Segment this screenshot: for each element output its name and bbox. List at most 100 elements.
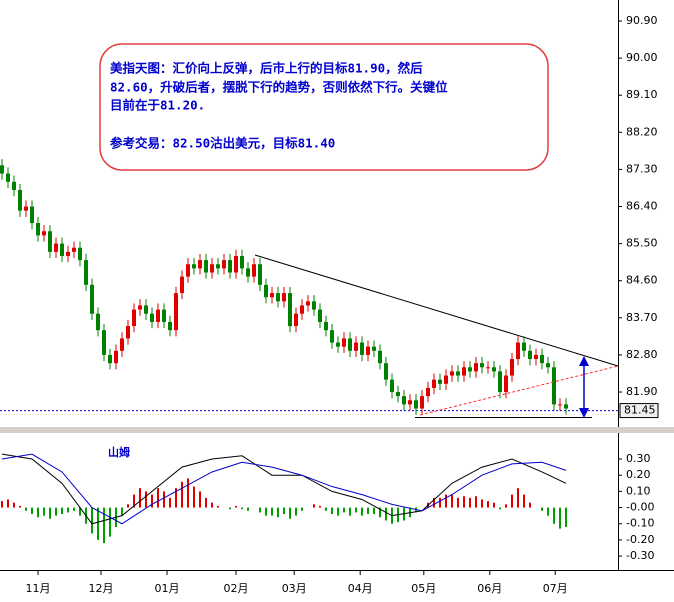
y-tick-label: 83.70	[626, 311, 658, 324]
candle-body	[132, 309, 136, 327]
candle-body	[264, 284, 268, 298]
candle-body	[504, 375, 508, 393]
candle-body	[246, 268, 250, 277]
candle-body	[0, 165, 4, 174]
last-price-tag	[619, 403, 659, 419]
candle-body	[432, 379, 436, 388]
candle-body	[270, 293, 274, 298]
candle-body	[12, 181, 16, 191]
candle-body	[24, 206, 28, 211]
candle-body	[342, 338, 346, 347]
candle-body	[72, 247, 76, 252]
candle-body	[174, 293, 178, 331]
y-tick-label: 84.60	[626, 274, 658, 287]
macd-line	[1, 453, 567, 525]
candle-body	[306, 301, 310, 306]
candle-body	[258, 264, 262, 285]
candle-body	[558, 404, 562, 406]
annotation-line: 美指天图：汇价向上反弹，后市上行的目标81.90，然后	[110, 61, 423, 76]
resistance-trendline	[254, 254, 619, 367]
candle-body	[288, 293, 292, 327]
candle-body	[444, 375, 448, 384]
x-tick-label: 03月	[282, 582, 307, 595]
candle-body	[420, 396, 424, 409]
y-tick-label: 0.30	[626, 452, 651, 465]
candle-body	[564, 404, 568, 409]
y-tick-label: 82.80	[626, 348, 658, 361]
x-tick-label: 06月	[477, 582, 502, 595]
x-tick-label: 07月	[543, 582, 568, 595]
candle-body	[42, 231, 46, 236]
annotation-box	[99, 43, 549, 171]
candle-body	[90, 284, 94, 314]
candle-body	[240, 255, 244, 269]
candle-body	[210, 264, 214, 273]
candle-body	[198, 260, 202, 269]
candle-body	[96, 313, 100, 331]
y-tick-label: -0.00	[626, 501, 654, 514]
last-price-label: 81.45	[624, 404, 656, 417]
y-tick-label: 90.00	[626, 51, 658, 64]
y-tick-label: 85.50	[626, 237, 658, 250]
candle-body	[120, 338, 124, 351]
candle-body	[6, 173, 10, 182]
candle-body	[276, 293, 280, 302]
candle-body	[474, 363, 478, 372]
candle-body	[186, 264, 190, 277]
candle-body	[48, 231, 52, 252]
candle-body	[282, 293, 286, 302]
candle-body	[468, 367, 472, 372]
candle-body	[390, 379, 394, 393]
candle-body	[36, 223, 40, 236]
candle-body	[204, 260, 208, 273]
candle-body	[108, 354, 112, 364]
candle-body	[318, 309, 322, 322]
panel-separator	[0, 427, 674, 433]
candle-body	[54, 243, 58, 252]
candle-body	[330, 330, 334, 343]
candle-body	[228, 260, 232, 273]
x-tick-label: 02月	[224, 582, 249, 595]
candle-body	[462, 367, 466, 376]
candle-body	[114, 350, 118, 364]
candle-body	[216, 264, 220, 269]
candle-body	[324, 321, 328, 331]
candle-body	[510, 359, 514, 376]
candle-body	[354, 342, 358, 351]
x-tick-label: 11月	[26, 582, 51, 595]
candle-body	[222, 260, 226, 269]
candle-body	[534, 354, 538, 360]
candle-body	[234, 255, 238, 273]
candle-body	[294, 313, 298, 327]
y-tick-label: 0.10	[626, 484, 651, 497]
y-tick-label: 90.90	[626, 14, 658, 27]
candle-body	[138, 305, 142, 310]
x-tick-label: 04月	[348, 582, 373, 595]
candle-body	[456, 371, 460, 376]
candle-body	[402, 396, 406, 405]
y-tick-label: -0.30	[626, 549, 654, 562]
y-tick-label: -0.10	[626, 517, 654, 530]
candle-body	[126, 326, 130, 339]
candle-body	[66, 251, 70, 256]
y-tick-label: 86.40	[626, 200, 658, 213]
annotation-line: 82.60，升破后者，摆脱下行的趋势，否则依然下行。关键位	[110, 80, 448, 95]
candle-body	[540, 354, 544, 364]
candle-body	[498, 371, 502, 393]
candle-body	[30, 206, 34, 224]
candle-body	[552, 367, 556, 405]
candle-body	[84, 260, 88, 285]
candle-body	[102, 330, 106, 355]
macd-title: 山姆	[108, 445, 130, 459]
y-tick-label: 81.90	[626, 385, 658, 398]
candle-body	[396, 392, 400, 397]
x-tick-label: 12月	[89, 582, 114, 595]
candle-body	[378, 350, 382, 364]
candle-body	[546, 363, 550, 368]
candle-body	[450, 371, 454, 376]
candle-body	[528, 350, 532, 360]
candle-body	[78, 247, 82, 261]
candle-body	[312, 301, 316, 310]
candle-body	[156, 309, 160, 322]
